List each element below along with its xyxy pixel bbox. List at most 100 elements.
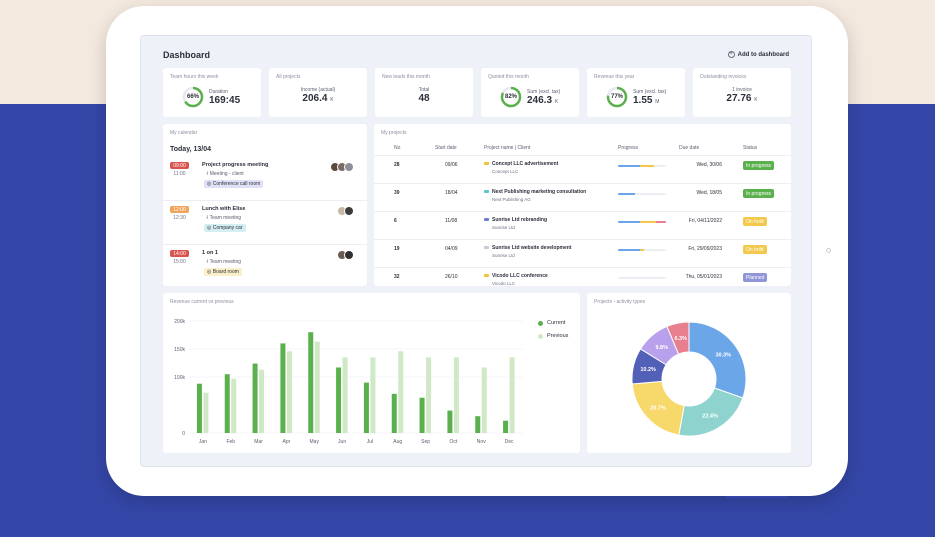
column-header[interactable]: No	[394, 145, 401, 151]
revenue-title: Revenue current vs previous	[170, 299, 234, 305]
calendar-title: My calendar	[170, 130, 198, 136]
table-row[interactable]: 6 11/08 Sunrise Ltd rebranding Sunrise Ltd F…	[374, 211, 791, 239]
kpi-ring-fill	[606, 86, 628, 108]
project-start-date: 04/09	[445, 246, 458, 252]
column-header[interactable]: Start date	[435, 145, 457, 151]
donut-slice	[666, 321, 690, 355]
kpi-card[interactable]: All projects Income (actual) 206.4 K	[269, 68, 367, 117]
x-tick-label: Aug	[393, 439, 402, 445]
donut-slice	[688, 321, 747, 399]
kpi-value: 48	[418, 93, 430, 104]
event-type: ⸸ Team meeting	[206, 259, 241, 265]
column-header[interactable]: Progress	[618, 145, 639, 151]
project-name-label: Next Publishing marketing consultation	[492, 189, 587, 195]
event-location: ◎ Conference call room	[204, 180, 264, 188]
add-to-dashboard-button[interactable]: + Add to dashboard	[727, 51, 789, 58]
kpi-ring-fill	[500, 86, 522, 108]
column-header[interactable]: Due date	[679, 145, 700, 151]
x-tick-label: May	[310, 439, 320, 445]
calendar-event[interactable]: 14:00 15:00 1 on 1 ⸸ Team meeting ◎ Board ro…	[170, 250, 360, 286]
legend-item[interactable]: Previous	[538, 333, 568, 339]
kpi-card[interactable]: New leads this month Total 48	[375, 68, 473, 117]
event-location-label: Conference call room	[212, 181, 261, 187]
progress-bar	[618, 193, 666, 195]
project-name: Vicodo LLC conference	[484, 273, 548, 279]
table-row[interactable]: 39 18/04 Next Publishing marketing consult…	[374, 183, 791, 211]
y-tick-label: 100k	[174, 375, 185, 381]
kpi-value-line: 48	[375, 93, 473, 104]
kpi-unit: K	[754, 97, 758, 103]
column-header[interactable]: Project name | Client	[484, 145, 531, 151]
kpi-label: Sum (excl. tax)	[527, 89, 561, 95]
column-header[interactable]: Status	[743, 145, 758, 151]
x-tick-label: Oct	[450, 439, 458, 445]
project-name: Next Publishing marketing consultation	[484, 189, 586, 195]
slice-label: 10.2%	[640, 367, 656, 373]
tablet-notch	[726, 496, 788, 498]
kpi-label: 1 invoice	[732, 87, 752, 93]
project-number: 19	[394, 246, 400, 252]
kpi-value: 246.3	[527, 95, 553, 106]
status-badge: In progress	[743, 189, 775, 198]
x-tick-label: Nov	[477, 439, 486, 445]
kpi-value: 169:45	[209, 95, 241, 106]
activity-donut-chart: 30.3% 22.4% 20.7% 10.2% 9.8% 6.3%	[631, 321, 747, 437]
kpi-title: Quoted this month	[488, 74, 529, 80]
revenue-chart: 0 100k 150k 200k Jan Feb Mar Apr May Jun Jul Aug Sep…	[174, 319, 523, 445]
legend-item[interactable]: Current	[538, 320, 565, 326]
event-end-time: 12:30	[173, 215, 186, 221]
add-to-dashboard-label: Add to dashboard	[737, 51, 789, 58]
avatar[interactable]	[344, 206, 354, 216]
event-type: ⸸ Team meeting	[206, 215, 241, 221]
bar-previous	[481, 367, 487, 433]
bar-previous	[398, 351, 404, 433]
link-icon: ⸸	[206, 171, 210, 177]
x-tick-label: Jun	[338, 439, 346, 445]
project-due-date: Thu, 05/01/2023	[685, 274, 722, 280]
bar-current	[475, 416, 481, 433]
kpi-ring-label: 82%	[504, 94, 517, 100]
project-client: Next Publishing AG	[492, 197, 531, 202]
avatar[interactable]	[344, 162, 354, 172]
bar-current	[252, 363, 258, 433]
x-tick-label: Apr	[283, 439, 291, 445]
project-name-label: Vicodo LLC conference	[492, 273, 548, 279]
bar-current	[363, 382, 369, 433]
link-icon: ⸸	[206, 259, 210, 265]
project-name: Concept LLC advertisement	[484, 161, 558, 167]
calendar-event[interactable]: 12:00 12:30 Lunch with Elise ⸸ Team meeting…	[170, 206, 360, 242]
kpi-label: Sum (excl. tax)	[633, 89, 667, 95]
project-name-label: Sunrise Ltd rebranding	[492, 217, 548, 223]
project-number: 39	[394, 190, 400, 196]
status-badge: In progress	[743, 161, 775, 170]
event-divider	[163, 200, 367, 201]
kpi-card[interactable]: Revenue this year 77% Sum (excl. tax) 1.55 …	[587, 68, 685, 117]
attendee-avatars	[330, 162, 354, 172]
kpi-card[interactable]: Quoted this month 82% Sum (excl. tax) 246.3…	[481, 68, 579, 117]
progress-bar	[618, 221, 666, 223]
project-client: Sunrise Ltd	[492, 225, 515, 230]
calendar-event[interactable]: 09:00 11:00 Project progress meeting ⸸ Meet…	[170, 162, 360, 198]
kpi-ring-label: 66%	[186, 94, 199, 100]
kpi-card[interactable]: Outstanding invoices 1 invoice 27.76 K	[693, 68, 791, 117]
attendee-avatars	[337, 206, 354, 216]
activity-title: Projects - activity types	[594, 299, 646, 305]
progress-segment	[656, 221, 666, 223]
table-row[interactable]: 19 04/09 Sunrise Ltd website development Su…	[374, 239, 791, 267]
progress-segment	[618, 193, 635, 195]
kpi-values: Sum (excl. tax) 1.55 M	[633, 89, 666, 106]
project-due-date: Wed, 30/06	[696, 162, 722, 168]
avatar[interactable]	[344, 250, 354, 260]
kpi-unit: K	[330, 97, 334, 103]
bar-previous	[314, 341, 320, 433]
bar-previous	[203, 392, 209, 433]
kpi-card[interactable]: Team hours this week 66% Duration 169:45	[163, 68, 261, 117]
kpi-label: Income (actual)	[300, 87, 336, 93]
bar-previous	[259, 369, 265, 433]
table-row[interactable]: 32 26/10 Vicodo LLC conference Vicodo LLC Th…	[374, 267, 791, 286]
kpi-ring	[182, 86, 204, 108]
kpi-value: 1.55	[633, 95, 653, 106]
table-row[interactable]: 28 09/06 Concept LLC advertisement Concept …	[374, 155, 791, 183]
kpi-values: Sum (excl. tax) 246.3 K	[527, 89, 560, 106]
x-tick-label: Feb	[226, 439, 235, 445]
